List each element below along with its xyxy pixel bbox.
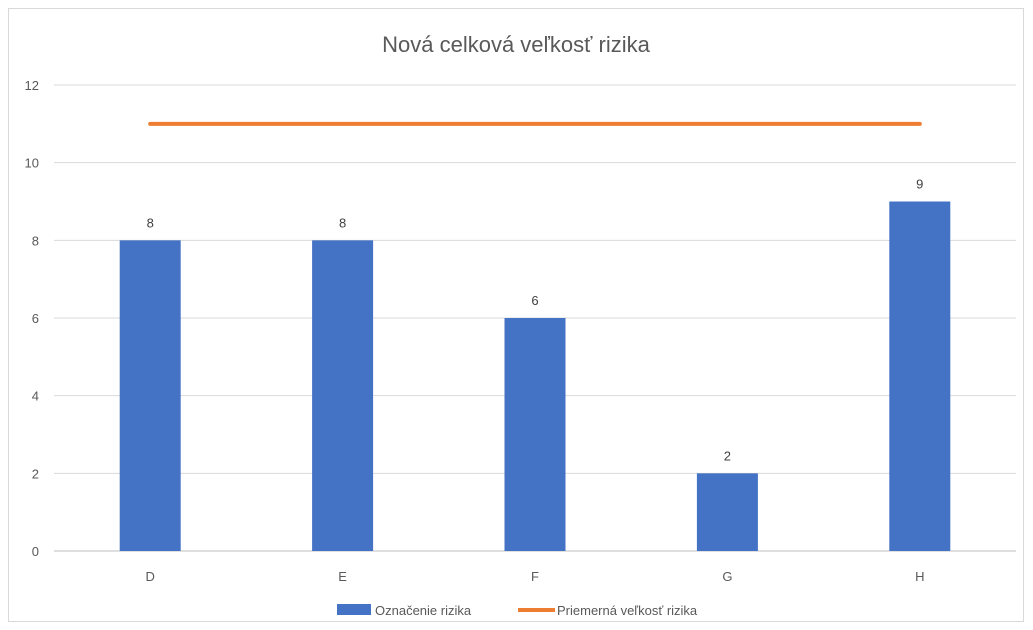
y-tick-label: 10	[25, 156, 39, 171]
data-label: 8	[147, 215, 154, 230]
x-tick-label: F	[531, 569, 539, 584]
y-tick-label: 2	[32, 466, 39, 481]
data-label: 8	[339, 215, 346, 230]
data-label: 2	[724, 448, 731, 463]
y-tick-label: 4	[32, 389, 39, 404]
gridlines	[54, 84, 1016, 552]
data-label: 6	[531, 293, 538, 308]
bar-d	[119, 240, 181, 552]
bar-g	[696, 473, 758, 551]
x-tick-label: H	[915, 569, 924, 584]
bar-h	[889, 201, 951, 551]
x-axis: D E F G H	[146, 569, 925, 584]
chart-title: Nová celková veľkosť rizika	[382, 32, 651, 57]
legend: Označenie rizika Priemerná veľkosť rizika	[337, 603, 698, 618]
y-tick-label: 12	[25, 78, 39, 93]
x-tick-label: D	[146, 569, 155, 584]
data-label: 9	[916, 177, 923, 192]
bar-f	[504, 318, 566, 551]
x-tick-label: G	[722, 569, 732, 584]
bar-e	[312, 240, 374, 552]
legend-label-line: Priemerná veľkosť rizika	[557, 603, 698, 618]
y-axis: 0 2 4 6 8 10 12	[25, 78, 39, 559]
y-tick-label: 0	[32, 544, 39, 559]
y-tick-label: 8	[32, 233, 39, 248]
legend-swatch-bar	[337, 604, 371, 615]
y-tick-label: 6	[32, 311, 39, 326]
bar-series	[119, 201, 951, 552]
data-labels: 8 8 6 2 9	[147, 177, 924, 464]
x-tick-label: E	[338, 569, 347, 584]
legend-label-bar: Označenie rizika	[375, 603, 472, 618]
